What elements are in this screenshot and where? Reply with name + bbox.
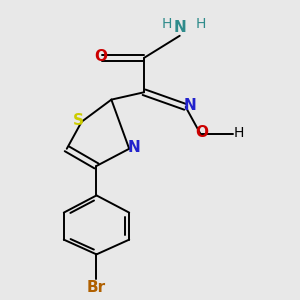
Text: Br: Br xyxy=(87,280,106,295)
Text: O: O xyxy=(94,49,107,64)
Text: S: S xyxy=(73,113,84,128)
Text: N: N xyxy=(173,20,186,34)
Text: N: N xyxy=(127,140,140,155)
Text: H: H xyxy=(234,126,244,140)
Text: H: H xyxy=(196,17,206,32)
Text: N: N xyxy=(184,98,196,113)
Text: H: H xyxy=(162,17,172,32)
Text: O: O xyxy=(196,125,208,140)
